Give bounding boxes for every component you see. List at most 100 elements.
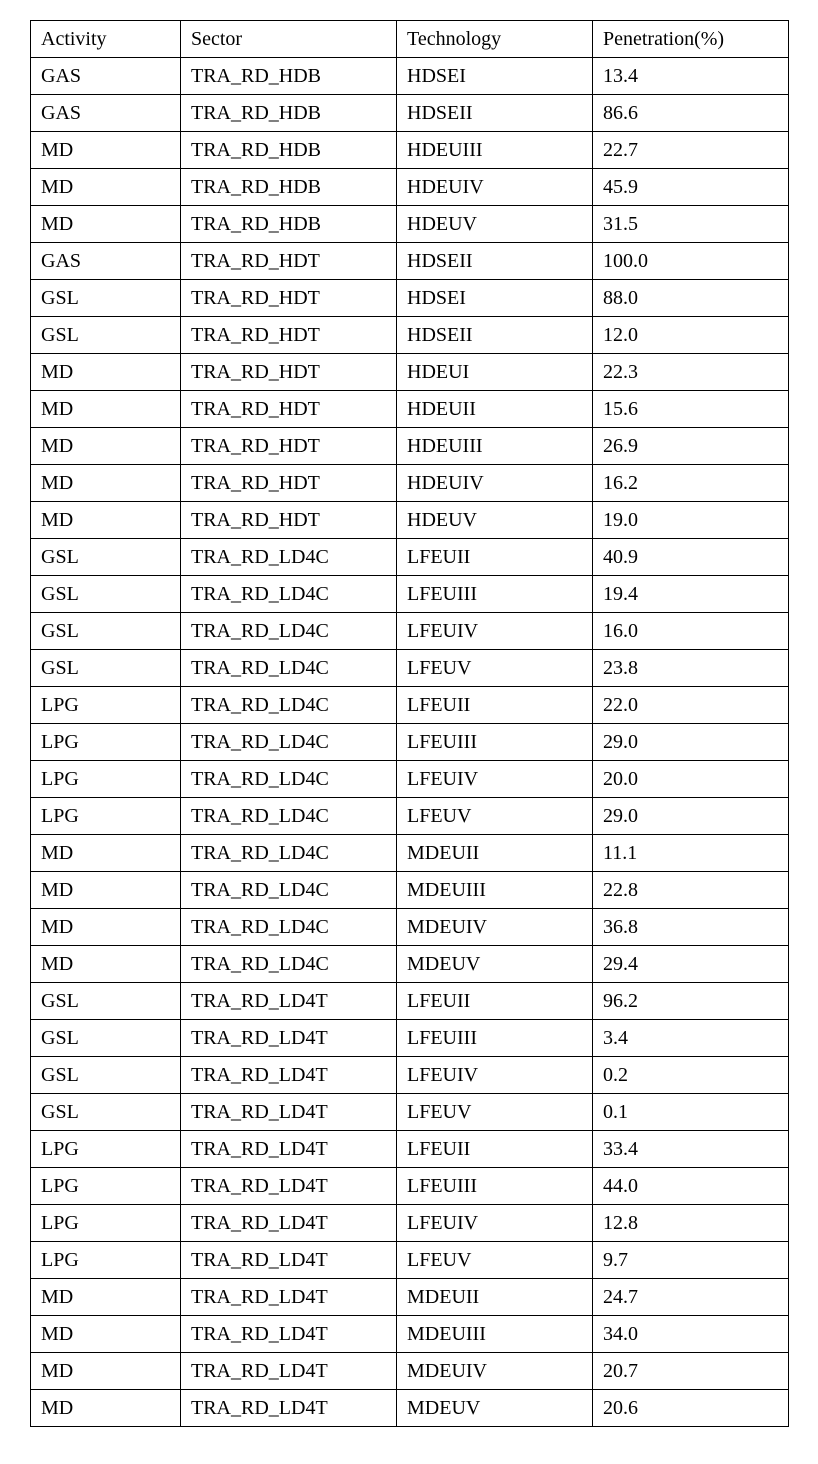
cell-technology: LFEUV — [397, 650, 593, 687]
cell-technology: HDEUIV — [397, 169, 593, 206]
cell-penetration: 88.0 — [593, 280, 789, 317]
cell-activity: MD — [31, 835, 181, 872]
cell-sector: TRA_RD_LD4T — [181, 1020, 397, 1057]
cell-technology: HDSEI — [397, 280, 593, 317]
cell-technology: LFEUV — [397, 798, 593, 835]
cell-activity: LPG — [31, 761, 181, 798]
cell-sector: TRA_RD_HDT — [181, 428, 397, 465]
cell-penetration: 40.9 — [593, 539, 789, 576]
cell-technology: HDEUV — [397, 206, 593, 243]
cell-sector: TRA_RD_LD4T — [181, 1353, 397, 1390]
cell-sector: TRA_RD_LD4C — [181, 946, 397, 983]
cell-penetration: 11.1 — [593, 835, 789, 872]
cell-penetration: 26.9 — [593, 428, 789, 465]
cell-sector: TRA_RD_HDT — [181, 280, 397, 317]
cell-penetration: 45.9 — [593, 169, 789, 206]
table-row: MDTRA_RD_LD4CMDEUII11.1 — [31, 835, 789, 872]
cell-penetration: 44.0 — [593, 1168, 789, 1205]
cell-penetration: 9.7 — [593, 1242, 789, 1279]
cell-activity: LPG — [31, 1168, 181, 1205]
table-row: GASTRA_RD_HDTHDSEII100.0 — [31, 243, 789, 280]
cell-technology: LFEUV — [397, 1094, 593, 1131]
cell-activity: MD — [31, 946, 181, 983]
table-row: LPGTRA_RD_LD4TLFEUII33.4 — [31, 1131, 789, 1168]
table-row: MDTRA_RD_HDBHDEUIII22.7 — [31, 132, 789, 169]
cell-technology: HDEUIII — [397, 132, 593, 169]
table-row: MDTRA_RD_LD4TMDEUIV20.7 — [31, 1353, 789, 1390]
cell-technology: HDSEII — [397, 243, 593, 280]
cell-technology: MDEUII — [397, 1279, 593, 1316]
cell-technology: HDEUI — [397, 354, 593, 391]
cell-penetration: 20.0 — [593, 761, 789, 798]
cell-technology: LFEUIII — [397, 1020, 593, 1057]
cell-technology: LFEUII — [397, 1131, 593, 1168]
cell-penetration: 12.8 — [593, 1205, 789, 1242]
table-row: MDTRA_RD_HDTHDEUIV16.2 — [31, 465, 789, 502]
cell-sector: TRA_RD_HDT — [181, 502, 397, 539]
cell-penetration: 22.8 — [593, 872, 789, 909]
cell-activity: GSL — [31, 1020, 181, 1057]
cell-penetration: 96.2 — [593, 983, 789, 1020]
cell-activity: LPG — [31, 798, 181, 835]
cell-sector: TRA_RD_LD4C — [181, 576, 397, 613]
cell-penetration: 31.5 — [593, 206, 789, 243]
col-header-activity: Activity — [31, 21, 181, 58]
cell-activity: LPG — [31, 687, 181, 724]
cell-penetration: 19.4 — [593, 576, 789, 613]
cell-penetration: 12.0 — [593, 317, 789, 354]
cell-technology: MDEUIV — [397, 1353, 593, 1390]
cell-technology: MDEUII — [397, 835, 593, 872]
cell-sector: TRA_RD_LD4T — [181, 1094, 397, 1131]
cell-technology: HDEUIII — [397, 428, 593, 465]
cell-activity: MD — [31, 1316, 181, 1353]
table-row: GSLTRA_RD_LD4CLFEUIV16.0 — [31, 613, 789, 650]
table-row: MDTRA_RD_LD4CMDEUV29.4 — [31, 946, 789, 983]
cell-activity: MD — [31, 132, 181, 169]
table-row: MDTRA_RD_HDTHDEUIII26.9 — [31, 428, 789, 465]
table-header: ActivitySectorTechnologyPenetration(%) — [31, 21, 789, 58]
cell-activity: MD — [31, 909, 181, 946]
cell-penetration: 33.4 — [593, 1131, 789, 1168]
table-row: LPGTRA_RD_LD4TLFEUIII44.0 — [31, 1168, 789, 1205]
table-row: GSLTRA_RD_HDTHDSEII12.0 — [31, 317, 789, 354]
cell-technology: LFEUIII — [397, 1168, 593, 1205]
cell-activity: GSL — [31, 280, 181, 317]
cell-penetration: 19.0 — [593, 502, 789, 539]
cell-penetration: 22.3 — [593, 354, 789, 391]
cell-sector: TRA_RD_HDB — [181, 95, 397, 132]
table-row: GASTRA_RD_HDBHDSEI13.4 — [31, 58, 789, 95]
cell-sector: TRA_RD_LD4C — [181, 872, 397, 909]
cell-sector: TRA_RD_LD4C — [181, 761, 397, 798]
cell-technology: HDSEII — [397, 317, 593, 354]
cell-technology: LFEUII — [397, 687, 593, 724]
cell-sector: TRA_RD_HDB — [181, 169, 397, 206]
cell-penetration: 16.0 — [593, 613, 789, 650]
cell-penetration: 22.7 — [593, 132, 789, 169]
col-header-penetration: Penetration(%) — [593, 21, 789, 58]
cell-sector: TRA_RD_HDT — [181, 354, 397, 391]
cell-technology: HDEUV — [397, 502, 593, 539]
table-row: MDTRA_RD_LD4CMDEUIII22.8 — [31, 872, 789, 909]
cell-sector: TRA_RD_HDT — [181, 391, 397, 428]
cell-technology: LFEUIII — [397, 724, 593, 761]
col-header-sector: Sector — [181, 21, 397, 58]
cell-sector: TRA_RD_LD4T — [181, 1279, 397, 1316]
table-row: MDTRA_RD_HDTHDEUI22.3 — [31, 354, 789, 391]
cell-activity: GSL — [31, 613, 181, 650]
cell-technology: LFEUIV — [397, 761, 593, 798]
cell-technology: MDEUIII — [397, 872, 593, 909]
cell-sector: TRA_RD_LD4T — [181, 1205, 397, 1242]
cell-sector: TRA_RD_LD4T — [181, 1242, 397, 1279]
table-row: LPGTRA_RD_LD4CLFEUIII29.0 — [31, 724, 789, 761]
table-row: GSLTRA_RD_LD4CLFEUIII19.4 — [31, 576, 789, 613]
cell-activity: MD — [31, 169, 181, 206]
cell-activity: GSL — [31, 1094, 181, 1131]
data-table: ActivitySectorTechnologyPenetration(%) G… — [30, 20, 789, 1427]
cell-sector: TRA_RD_LD4C — [181, 687, 397, 724]
cell-activity: MD — [31, 872, 181, 909]
cell-penetration: 16.2 — [593, 465, 789, 502]
table-row: GSLTRA_RD_LD4CLFEUII40.9 — [31, 539, 789, 576]
cell-activity: GSL — [31, 576, 181, 613]
cell-sector: TRA_RD_HDB — [181, 206, 397, 243]
cell-penetration: 36.8 — [593, 909, 789, 946]
